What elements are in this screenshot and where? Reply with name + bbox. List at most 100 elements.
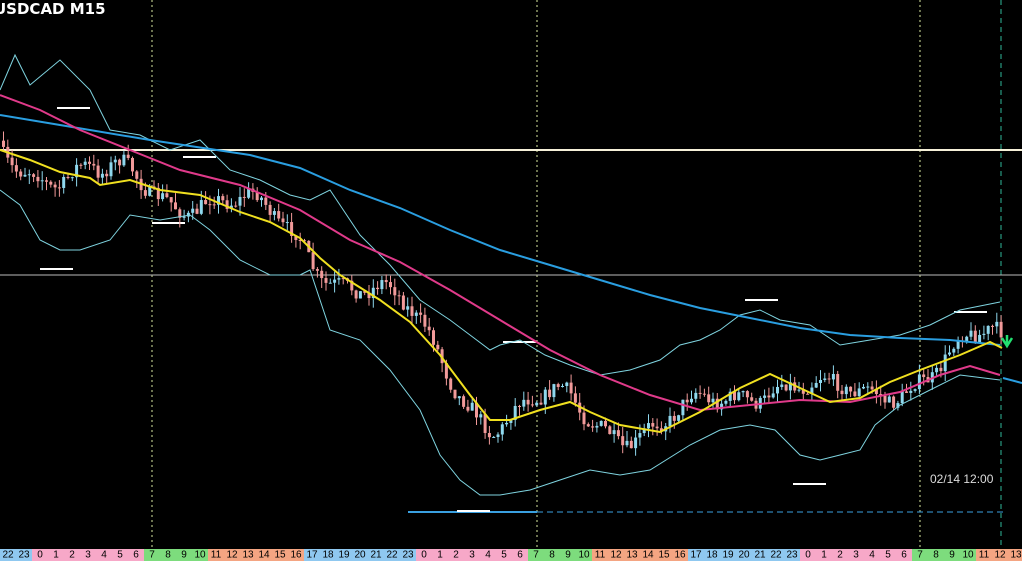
hour-label: 9 [949,550,955,561]
hour-label: 23 [786,550,798,561]
candle-body [982,333,986,335]
hour-cell [32,549,48,561]
hour-label: 10 [194,550,206,561]
candle-body [883,395,887,403]
candle-body [526,399,530,405]
hour-label: 9 [565,550,571,561]
hour-cell [80,549,96,561]
candle-body [122,154,126,166]
candle-body [565,382,569,386]
candle-body [896,403,900,408]
candle-body [698,392,702,394]
hour-cell [768,549,784,561]
hour-cell [528,549,544,561]
hour-label: 4 [101,550,107,561]
hour-label: 13 [626,550,638,561]
candle-body [621,436,625,446]
hour-cell [336,549,352,561]
time-axis: 22 23 0 1 2 3 4 5 6 7 8 9 10 11 12 13 14 15 16 17 18 19 20 21 22… [0,548,1022,561]
hour-cell [832,549,848,561]
hour-label: 11 [211,550,222,561]
candle-body [659,428,663,432]
hour-label: 2 [453,550,459,561]
candle-body [492,436,496,438]
candle-body [79,164,83,166]
moving-average-mid [0,94,1001,412]
candle-body [328,282,332,284]
candle-body [513,405,517,420]
candle-body [333,279,337,283]
hour-label: 10 [578,550,590,561]
candle-body [449,378,453,390]
candle-body [806,393,810,395]
candle-body [195,208,199,214]
candle-body [475,402,478,418]
candle-body [917,374,921,390]
hour-label: 22 [2,550,14,561]
candle-body [612,430,616,435]
candle-body [75,164,79,178]
candle-body [393,287,397,296]
candle-body [234,205,238,207]
swing-markers [40,107,987,512]
hour-cell [224,549,240,561]
hour-cell [672,549,688,561]
candle-body [582,412,586,425]
candle-body [242,196,246,198]
hour-cell [272,549,288,561]
candle-body [844,386,848,395]
hour-label: 23 [18,550,30,561]
candle-body [466,406,470,411]
hour-cell [928,549,944,561]
candle-body [350,280,354,291]
hour-cell [16,549,32,561]
candle-body [14,165,18,172]
hour-cell [960,549,976,561]
hour-cell [848,549,864,561]
hour-cell [192,549,208,561]
candle-body [57,187,61,189]
hour-label: 3 [85,550,91,561]
candle-body [268,204,272,215]
candle-body [260,197,263,201]
candle-body [965,336,969,342]
candle-body [23,174,27,177]
candle-body [182,216,186,218]
hour-label: 21 [754,550,766,561]
candle-body [66,176,70,178]
hour-label: 3 [469,550,475,561]
candle-body [784,384,788,391]
hour-cell [752,549,768,561]
candle-body [733,391,736,401]
hour-cell [624,549,640,561]
hour-cell [448,549,464,561]
candle-body [853,391,857,397]
hour-label: 7 [149,550,155,561]
candle-body [591,426,595,428]
candle-body [909,390,913,393]
candle-body [401,295,405,310]
candle-body [83,161,87,165]
candle-body [995,321,999,327]
hour-label: 17 [690,550,702,561]
candle-body [221,196,225,201]
candle-body [277,211,281,219]
hour-cell [784,549,800,561]
hour-cell [656,549,672,561]
moving-average-slow [0,114,1001,346]
candle-body [905,391,908,393]
hour-cell [304,549,320,561]
candle-body [728,391,732,401]
candle-body [49,181,53,185]
candle-body [939,367,943,372]
hour-cell [720,549,736,561]
candle-body [479,414,483,418]
hour-cell [288,549,304,561]
candle-body [952,348,956,353]
candle-body [505,422,509,425]
hour-label: 20 [738,550,750,561]
candle-body [92,163,96,166]
candle-body [341,278,345,280]
candle-body [642,428,646,434]
